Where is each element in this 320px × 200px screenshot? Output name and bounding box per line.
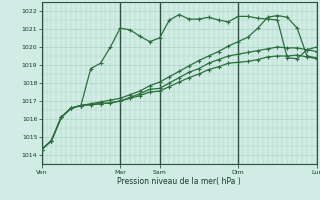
X-axis label: Pression niveau de la mer( hPa ): Pression niveau de la mer( hPa ) — [117, 177, 241, 186]
